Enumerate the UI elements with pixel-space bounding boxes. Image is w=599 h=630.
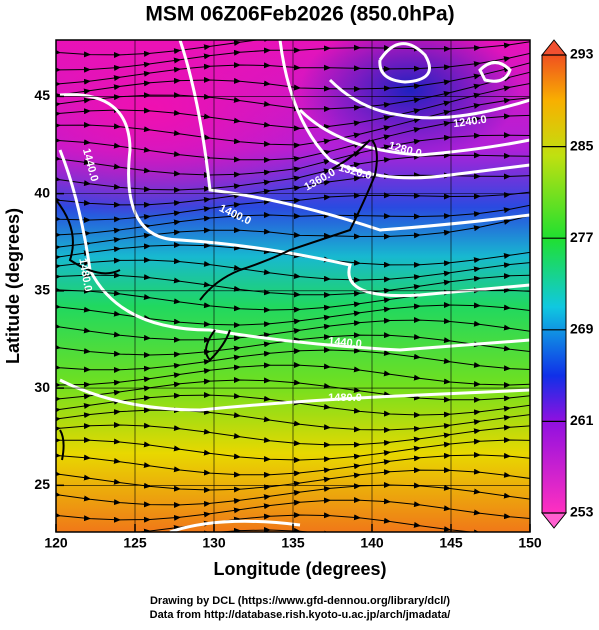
contour: [169, 519, 301, 532]
y-tick-label: 25: [34, 476, 50, 492]
y-tick-label: 45: [34, 87, 50, 103]
y-tick-label: 35: [34, 282, 50, 298]
contour: [59, 378, 530, 412]
contour-label: 1440.0: [328, 335, 363, 350]
plot-area: 1240.01280.01320.01360.01400.01440.01480…: [56, 40, 530, 532]
y-axis-label: Latitude (degrees): [3, 208, 23, 364]
contour: [328, 78, 530, 120]
streamline: [56, 215, 530, 251]
y-tick-label: 30: [34, 379, 50, 395]
colorbar-tick-label: 253: [570, 504, 594, 520]
x-tick-label: 130: [202, 535, 226, 551]
y-tick-label: 40: [34, 184, 50, 200]
contour: [278, 40, 530, 180]
x-axis-label: Longitude (degrees): [213, 559, 386, 579]
colorbar-extend-top: [540, 39, 568, 56]
colorbar-tick-label: 285: [570, 137, 594, 153]
title: MSM 06Z06Feb2026 (850.0hPa): [145, 3, 454, 26]
contours: [58, 40, 530, 532]
axes: 120 125 130 135 140 145 150 25 30 35 40 45: [34, 39, 542, 551]
x-tick-label: 135: [281, 535, 305, 551]
x-tick-label: 125: [123, 535, 147, 551]
colorbar-tick-label: 293: [570, 46, 594, 62]
coastline: [199, 139, 378, 362]
field-blob: [300, 40, 520, 160]
x-tick-label: 120: [44, 535, 68, 551]
contour: [59, 93, 530, 298]
contour: [378, 42, 431, 84]
x-tick-label: 150: [518, 535, 542, 551]
colorbar-tick-label: 277: [570, 229, 594, 245]
x-tick-label: 145: [439, 535, 463, 551]
colorbar-tick-label: 261: [570, 412, 594, 428]
contour-label: 1480.0: [76, 257, 94, 292]
contour: [178, 40, 530, 232]
contour: [58, 149, 530, 352]
colorbar: [540, 39, 568, 529]
colorbar-bar: [541, 54, 567, 514]
contour-label: 1240.0: [452, 114, 487, 131]
footer-line: Data from http://database.rish.kyoto-u.a…: [150, 609, 451, 621]
colorbar-extend-bottom: [540, 512, 568, 529]
colorbar-tick-label: 269: [570, 321, 594, 337]
x-tick-label: 140: [360, 535, 384, 551]
contour: [478, 61, 512, 83]
footer-line: Drawing by DCL (https://www.gfd-dennou.o…: [150, 595, 450, 607]
coastline: [56, 199, 121, 461]
contour-label: 1480.0: [328, 392, 362, 404]
streamline: [56, 526, 511, 532]
contour: [298, 108, 530, 157]
